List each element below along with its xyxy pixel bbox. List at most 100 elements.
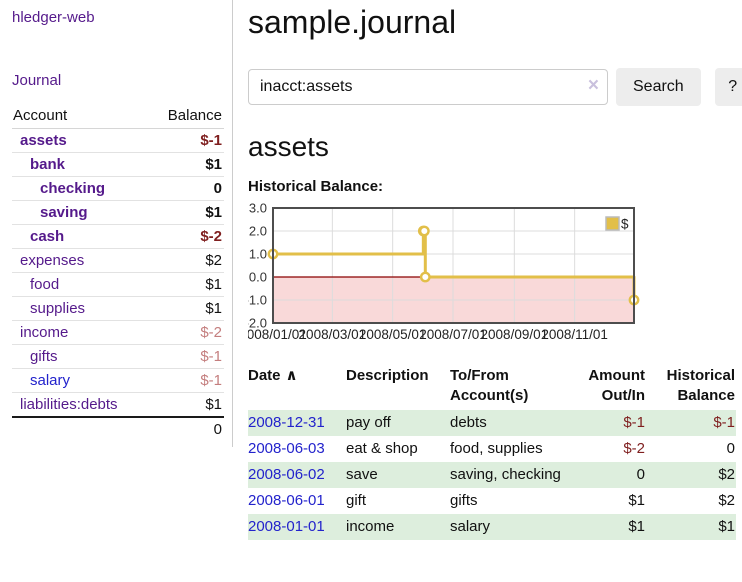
transaction-balance: $2 (718, 466, 735, 483)
svg-text:0.0: 0.0 (249, 270, 267, 285)
transaction-description: save (346, 466, 378, 483)
register-row: 2008-06-02 save saving, checking 0 $2 (248, 462, 736, 488)
accounts-table-body: assets $-1 bank $1 checking 0 saving $1 cash $-2 e… (12, 128, 224, 441)
account-balance: $2 (150, 248, 224, 273)
account-link[interactable]: saving (40, 204, 88, 221)
transaction-accounts: saving, checking (450, 466, 561, 483)
account-balance: $-2 (150, 320, 224, 345)
transaction-balance: 0 (726, 440, 735, 457)
accounts-col-account: Account (12, 104, 151, 129)
transaction-amount: $1 (628, 518, 645, 535)
account-row: bank $1 (12, 152, 224, 177)
transaction-amount: $1 (628, 492, 645, 509)
transaction-accounts: gifts (450, 492, 478, 509)
svg-text:2008/03/01: 2008/03/01 (299, 327, 367, 342)
account-link[interactable]: food (30, 276, 60, 293)
transaction-accounts: food, supplies (450, 440, 543, 457)
register-row: 2008-06-01 gift gifts $1 $2 (248, 488, 736, 514)
clear-search-icon[interactable]: × (587, 75, 599, 96)
brand-link[interactable]: hledger-web (12, 9, 95, 26)
search-button[interactable]: Search (616, 68, 701, 106)
account-link[interactable]: liabilities:debts (20, 396, 118, 413)
svg-text:2008/01/01: 2008/01/01 (248, 327, 307, 342)
account-balance: $1 (150, 200, 224, 225)
sort-asc-icon: ∧ (285, 367, 298, 384)
register-col-amount: Amount Out/In (588, 367, 645, 404)
account-row: expenses $2 (12, 248, 224, 273)
transaction-description: pay off (346, 414, 391, 431)
account-row: assets $-1 (12, 128, 224, 153)
account-link[interactable]: expenses (20, 252, 85, 269)
transaction-description: income (346, 518, 395, 535)
account-row: salary $-1 (12, 368, 224, 393)
accounts-table-header: Account Balance (12, 104, 224, 129)
transaction-description: gift (346, 492, 367, 509)
account-row: liabilities:debts $1 (12, 393, 224, 418)
page: hledger-web Journal Account Balance asse… (0, 0, 742, 540)
svg-text:1.0: 1.0 (249, 247, 267, 262)
transaction-accounts: salary (450, 518, 491, 535)
account-balance: $1 (150, 272, 224, 297)
transaction-date-link[interactable]: 2008-01-01 (248, 518, 325, 535)
register-col-description: Description (346, 367, 429, 384)
account-link[interactable]: salary (30, 372, 71, 389)
account-link[interactable]: gifts (30, 348, 58, 365)
help-button[interactable]: ? (714, 68, 742, 106)
account-row: saving $1 (12, 200, 224, 225)
page-title: sample.journal (248, 4, 457, 40)
account-heading: assets (248, 131, 329, 162)
accounts-col-balance: Balance (150, 104, 224, 129)
account-balance: $-1 (150, 368, 224, 393)
register-table-body: 2008-12-31 pay off debts $-1 $-1 2008-06-03 ea… (248, 410, 736, 540)
svg-text:$: $ (621, 217, 629, 232)
search-form: × Search ? (248, 68, 742, 106)
account-row: income $-2 (12, 320, 224, 345)
register-col-date[interactable]: Date ∧ (248, 364, 346, 410)
transaction-date-link[interactable]: 2008-12-31 (248, 414, 325, 431)
transaction-date-link[interactable]: 2008-06-03 (248, 440, 325, 457)
transaction-amount: 0 (636, 466, 645, 483)
transaction-accounts: debts (450, 414, 487, 431)
svg-text:-1.0: -1.0 (248, 293, 267, 308)
svg-text:3.0: 3.0 (249, 201, 267, 216)
account-link[interactable]: assets (20, 132, 67, 149)
search-input[interactable] (248, 69, 608, 105)
accounts-total-spacer (12, 416, 151, 441)
sidebar: hledger-web Journal Account Balance asse… (0, 0, 233, 447)
account-link[interactable]: income (20, 324, 69, 341)
transaction-description: eat & shop (346, 440, 418, 457)
account-row: food $1 (12, 272, 224, 297)
svg-text:2.0: 2.0 (249, 224, 267, 239)
register-header-row: Date ∧ Description To/From Account(s) Amo… (248, 364, 736, 410)
account-link[interactable]: checking (40, 180, 106, 197)
accounts-total-value: 0 (150, 416, 224, 441)
transaction-amount: $-2 (623, 440, 645, 457)
account-link[interactable]: supplies (30, 300, 86, 317)
account-balance: $1 (205, 396, 222, 413)
chart-heading: Historical Balance: (248, 178, 384, 195)
account-balance: $1 (150, 152, 224, 177)
transaction-amount: $-1 (623, 414, 645, 431)
main-content: sample.journal × Search ? assets Histori… (233, 0, 742, 540)
account-link[interactable]: bank (30, 156, 66, 173)
register-row: 2008-06-03 eat & shop food, supplies $-2 0 (248, 436, 736, 462)
register-col-accounts: To/From Account(s) (450, 367, 529, 404)
register-col-balance: Historical Balance (666, 367, 735, 404)
svg-text:2008/09/01: 2008/09/01 (481, 327, 549, 342)
balance-chart: 3.0 2.0 1.0 0.0 -1.0 -2.02008/01/012008/03/01… (239, 201, 640, 342)
account-link[interactable]: cash (30, 228, 65, 245)
transaction-balance: $1 (718, 518, 735, 535)
sidebar-item-journal[interactable]: Journal (12, 72, 62, 89)
account-row: cash $-2 (12, 224, 224, 249)
register-row: 2008-01-01 income salary $1 $1 (248, 514, 736, 540)
accounts-total-row: 0 (12, 416, 224, 441)
account-row: supplies $1 (12, 296, 224, 321)
register-table: Date ∧ Description To/From Account(s) Amo… (248, 364, 736, 540)
svg-text:2008/11/01: 2008/11/01 (541, 327, 608, 342)
register-row: 2008-12-31 pay off debts $-1 $-1 (248, 410, 736, 436)
transaction-date-link[interactable]: 2008-06-01 (248, 492, 325, 509)
transaction-date-link[interactable]: 2008-06-02 (248, 466, 325, 483)
transaction-balance: $-1 (713, 414, 735, 431)
account-row: gifts $-1 (12, 344, 224, 369)
account-balance: $1 (150, 296, 224, 321)
